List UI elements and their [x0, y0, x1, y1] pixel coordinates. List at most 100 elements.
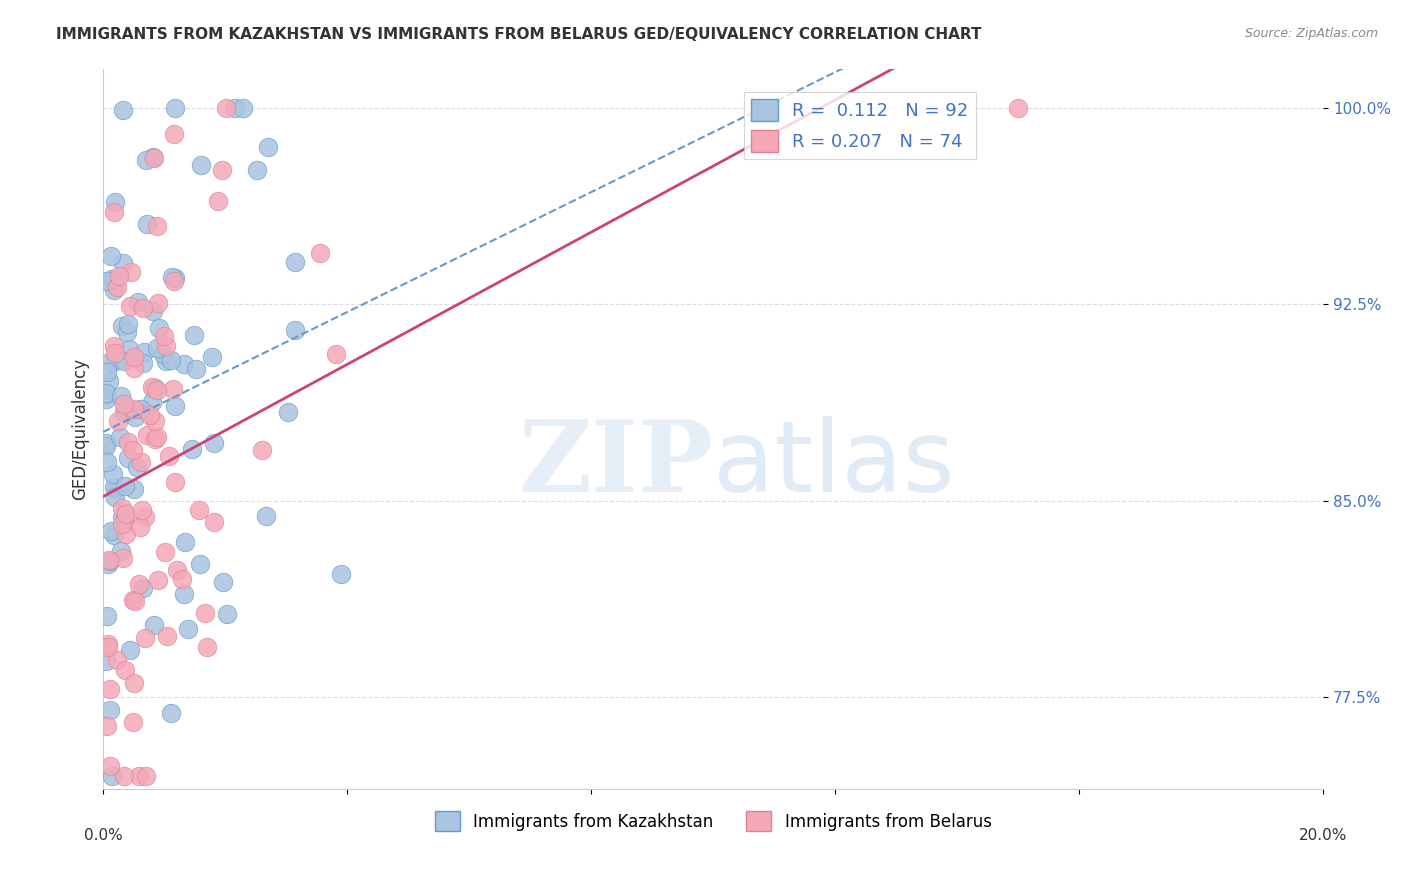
Immigrants from Kazakhstan — [103, 528, 125, 542]
Immigrants from Kazakhstan — [143, 380, 166, 394]
Immigrants from Kazakhstan — [112, 103, 135, 118]
Immigrants from Kazakhstan — [159, 706, 181, 721]
Text: ZIP: ZIP — [519, 417, 713, 513]
Immigrants from Belarus — [97, 553, 120, 567]
Immigrants from Belarus — [195, 640, 218, 654]
Immigrants from Belarus — [111, 516, 134, 531]
Immigrants from Kazakhstan — [212, 574, 235, 589]
Immigrants from Kazakhstan — [284, 254, 307, 268]
Immigrants from Kazakhstan — [96, 386, 118, 401]
Immigrants from Belarus — [103, 204, 125, 219]
Immigrants from Belarus — [117, 434, 139, 449]
Immigrants from Belarus — [143, 433, 166, 447]
Immigrants from Kazakhstan — [159, 353, 181, 368]
Immigrants from Belarus — [1007, 101, 1029, 115]
Immigrants from Kazakhstan — [110, 544, 132, 558]
Immigrants from Belarus — [112, 769, 135, 783]
Immigrants from Belarus — [207, 194, 229, 209]
Immigrants from Kazakhstan — [277, 405, 299, 419]
Immigrants from Belarus — [166, 563, 188, 577]
Immigrants from Kazakhstan — [112, 256, 135, 270]
Immigrants from Belarus — [142, 151, 165, 165]
Immigrants from Belarus — [128, 576, 150, 591]
Immigrants from Belarus — [112, 397, 135, 411]
Immigrants from Belarus — [97, 637, 120, 651]
Immigrants from Kazakhstan — [176, 622, 198, 636]
Immigrants from Belarus — [146, 430, 169, 444]
Immigrants from Kazakhstan — [142, 382, 165, 396]
Text: 0.0%: 0.0% — [84, 828, 122, 843]
Immigrants from Belarus — [115, 526, 138, 541]
Immigrants from Kazakhstan — [98, 354, 121, 368]
Immigrants from Belarus — [124, 593, 146, 607]
Immigrants from Belarus — [309, 246, 332, 260]
Immigrants from Belarus — [131, 455, 153, 469]
Immigrants from Kazakhstan — [96, 436, 118, 450]
Immigrants from Kazakhstan — [257, 140, 280, 154]
Immigrants from Kazakhstan — [111, 319, 134, 334]
Immigrants from Kazakhstan — [120, 642, 142, 657]
Immigrants from Kazakhstan — [142, 150, 165, 164]
Immigrants from Kazakhstan — [127, 294, 149, 309]
Immigrants from Belarus — [188, 502, 211, 516]
Immigrants from Belarus — [157, 449, 180, 463]
Immigrants from Belarus — [128, 769, 150, 783]
Immigrants from Kazakhstan — [129, 401, 152, 416]
Immigrants from Belarus — [105, 280, 128, 294]
Immigrants from Kazakhstan — [183, 327, 205, 342]
Text: IMMIGRANTS FROM KAZAKHSTAN VS IMMIGRANTS FROM BELARUS GED/EQUIVALENCY CORRELATIO: IMMIGRANTS FROM KAZAKHSTAN VS IMMIGRANTS… — [56, 27, 981, 42]
Immigrants from Kazakhstan — [132, 345, 155, 359]
Immigrants from Kazakhstan — [215, 607, 238, 622]
Immigrants from Belarus — [132, 301, 155, 316]
Immigrants from Kazakhstan — [188, 558, 211, 572]
Immigrants from Belarus — [134, 509, 156, 524]
Immigrants from Kazakhstan — [112, 353, 135, 368]
Immigrants from Kazakhstan — [96, 654, 118, 668]
Immigrants from Kazakhstan — [118, 342, 141, 356]
Immigrants from Kazakhstan — [132, 356, 155, 370]
Immigrants from Belarus — [134, 631, 156, 645]
Immigrants from Kazakhstan — [155, 354, 177, 368]
Immigrants from Belarus — [121, 714, 143, 729]
Immigrants from Belarus — [163, 475, 186, 489]
Immigrants from Kazakhstan — [112, 405, 135, 419]
Immigrants from Belarus — [211, 162, 233, 177]
Immigrants from Belarus — [121, 443, 143, 458]
Immigrants from Belarus — [105, 653, 128, 667]
Immigrants from Kazakhstan — [117, 317, 139, 331]
Legend: Immigrants from Kazakhstan, Immigrants from Belarus: Immigrants from Kazakhstan, Immigrants f… — [427, 805, 998, 838]
Immigrants from Belarus — [135, 769, 157, 783]
Immigrants from Belarus — [153, 329, 176, 343]
Immigrants from Kazakhstan — [163, 101, 186, 115]
Immigrants from Belarus — [115, 507, 138, 521]
Text: 20.0%: 20.0% — [1299, 828, 1347, 843]
Immigrants from Kazakhstan — [117, 325, 139, 339]
Immigrants from Belarus — [124, 676, 146, 690]
Immigrants from Belarus — [155, 339, 177, 353]
Immigrants from Kazakhstan — [148, 321, 170, 335]
Immigrants from Belarus — [107, 414, 129, 428]
Immigrants from Kazakhstan — [254, 508, 277, 523]
Immigrants from Kazakhstan — [330, 566, 353, 581]
Immigrants from Kazakhstan — [114, 478, 136, 492]
Immigrants from Kazakhstan — [103, 467, 125, 481]
Immigrants from Belarus — [122, 402, 145, 417]
Immigrants from Kazakhstan — [190, 158, 212, 172]
Immigrants from Belarus — [193, 606, 215, 620]
Immigrants from Belarus — [112, 550, 135, 565]
Immigrants from Kazakhstan — [108, 430, 131, 444]
Immigrants from Kazakhstan — [173, 587, 195, 601]
Immigrants from Belarus — [148, 573, 170, 587]
Immigrants from Belarus — [146, 219, 169, 234]
Immigrants from Kazakhstan — [96, 274, 118, 288]
Immigrants from Kazakhstan — [125, 459, 148, 474]
Immigrants from Belarus — [146, 384, 169, 398]
Immigrants from Belarus — [120, 265, 142, 279]
Immigrants from Kazakhstan — [152, 347, 174, 361]
Immigrants from Kazakhstan — [184, 362, 207, 376]
Immigrants from Belarus — [111, 500, 134, 515]
Immigrants from Kazakhstan — [97, 557, 120, 571]
Immigrants from Belarus — [98, 681, 121, 696]
Immigrants from Kazakhstan — [160, 270, 183, 285]
Immigrants from Belarus — [172, 572, 194, 586]
